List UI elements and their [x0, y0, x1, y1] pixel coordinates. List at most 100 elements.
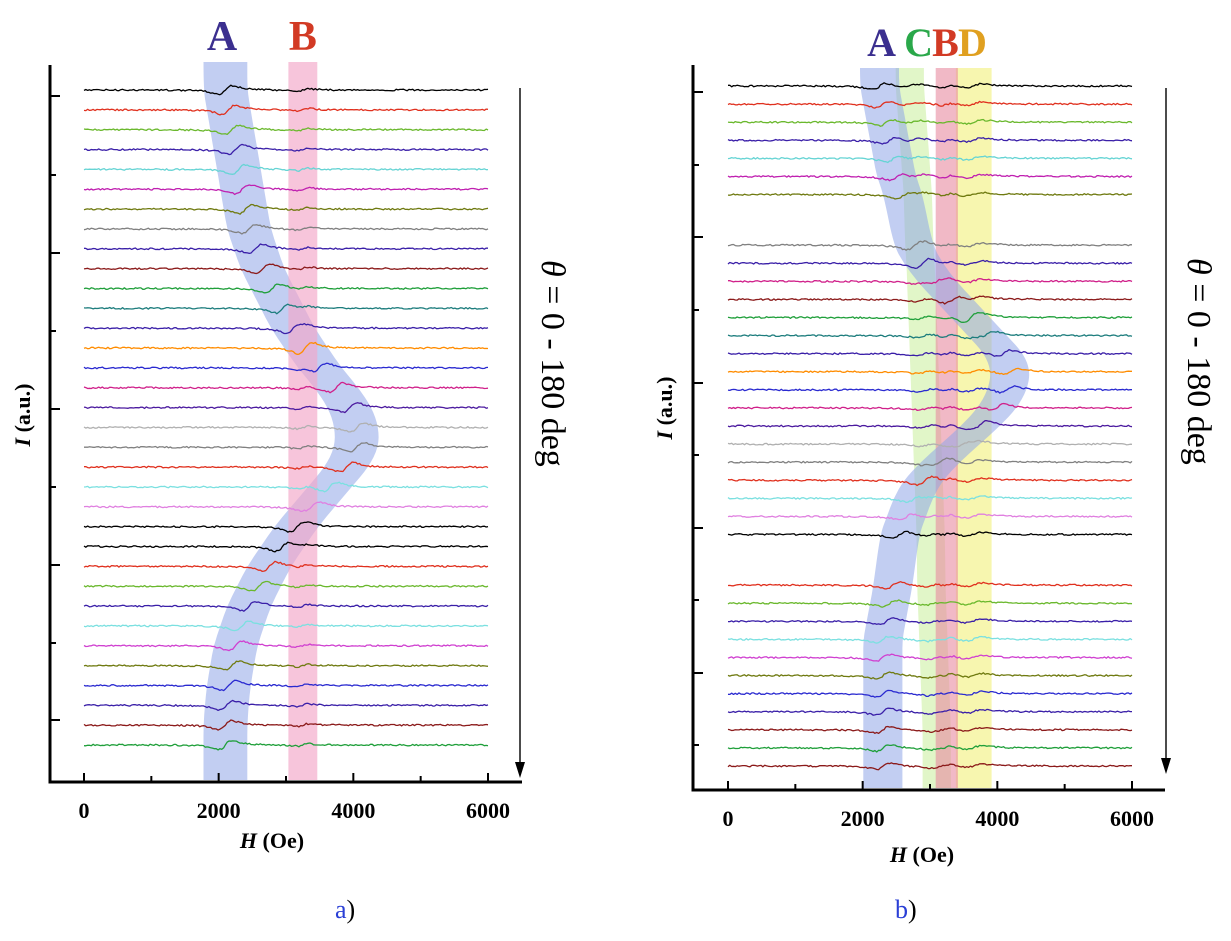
panel-a-y-axis-label: I (a.u.)	[10, 384, 35, 448]
trace-33	[83, 719, 489, 731]
trace-31	[727, 689, 1133, 698]
panel-b-y-axis-label: I (a.u.)	[652, 377, 677, 441]
trace-17	[83, 402, 489, 414]
panel-a-x-ticks: 0 2000 4000 6000	[79, 773, 510, 823]
x-tick-label: 4000	[331, 798, 375, 823]
trace-25	[83, 560, 489, 572]
trace-14	[83, 341, 489, 355]
panel-a-caption: a)	[335, 895, 355, 924]
trace-18	[727, 420, 1133, 431]
x-tick-label: 0	[79, 798, 90, 823]
band-label-b: B	[289, 14, 317, 60]
trace-34	[727, 744, 1133, 753]
panel-b-axes	[691, 65, 1165, 792]
trace-11	[727, 295, 1133, 305]
trace-21	[727, 475, 1133, 487]
trace-35	[727, 762, 1132, 771]
trace-19	[84, 442, 489, 453]
x-tick-label: 4000	[975, 806, 1019, 831]
panel-b-angle-annotation: θ = 0 - 180 deg	[1180, 258, 1217, 465]
trace-4	[83, 143, 489, 156]
panel-a-angle-annotation: θ = 0 - 180 deg	[534, 260, 571, 467]
panel-b-traces	[727, 82, 1133, 771]
trace-13	[727, 330, 1133, 340]
band-label-b: B	[932, 20, 959, 65]
trace-6	[83, 184, 489, 196]
panel-b-caption: b)	[895, 895, 917, 924]
trace-33	[727, 725, 1133, 735]
panel-a-bands	[203, 62, 379, 780]
band-a	[860, 68, 1030, 788]
trace-1	[83, 84, 489, 96]
trace-29	[83, 640, 489, 652]
panel-b-x-ticks: 0 2000 4000 6000	[723, 781, 1154, 831]
trace-30	[83, 660, 489, 671]
panel-a-axes	[48, 65, 522, 784]
trace-6	[727, 173, 1133, 182]
trace-26	[727, 599, 1133, 608]
trace-26	[83, 580, 489, 592]
trace-9	[83, 243, 489, 255]
trace-9	[727, 257, 1133, 270]
trace-18	[83, 422, 489, 433]
band-label-c: C	[904, 20, 933, 65]
trace-29	[727, 653, 1133, 662]
x-tick-label: 0	[723, 806, 734, 831]
band-a	[203, 62, 379, 780]
trace-3	[727, 118, 1133, 127]
trace-3	[83, 124, 489, 136]
trace-1	[728, 82, 1133, 90]
trace-10	[83, 263, 489, 275]
x-tick-label: 2000	[197, 798, 241, 823]
trace-22	[727, 495, 1133, 504]
trace-12	[727, 311, 1133, 323]
trace-20	[83, 461, 489, 473]
panel-a-x-axis-label: H (Oe)	[239, 828, 304, 853]
x-tick-label: 2000	[841, 806, 885, 831]
band-label-a: A	[867, 20, 896, 65]
trace-5	[727, 155, 1133, 164]
trace-2	[83, 104, 489, 116]
trace-32	[83, 699, 489, 712]
trace-32	[727, 707, 1132, 716]
panel-b-angle-arrow-head	[1161, 758, 1171, 774]
trace-24	[727, 530, 1133, 539]
trace-23	[83, 521, 489, 533]
trace-28	[727, 635, 1133, 644]
trace-23	[727, 513, 1133, 521]
x-tick-label: 6000	[466, 798, 510, 823]
trace-14	[727, 348, 1133, 357]
trace-31	[83, 679, 489, 692]
trace-7	[727, 191, 1133, 200]
trace-24	[83, 541, 489, 553]
trace-27	[728, 617, 1133, 626]
panel-a-traces	[83, 84, 489, 751]
trace-16	[83, 381, 489, 394]
trace-27	[83, 601, 489, 612]
trace-12	[83, 303, 489, 315]
trace-21	[83, 481, 489, 493]
trace-8	[83, 224, 489, 235]
trace-10	[727, 277, 1133, 285]
trace-11	[83, 283, 489, 294]
trace-20	[727, 457, 1133, 467]
trace-15	[727, 367, 1132, 376]
panel-a-angle-arrow-head	[515, 762, 525, 778]
trace-4	[727, 136, 1133, 145]
trace-13	[83, 322, 489, 335]
trace-22	[83, 501, 489, 513]
trace-16	[727, 385, 1133, 394]
x-tick-label: 6000	[1110, 806, 1154, 831]
trace-15	[83, 362, 489, 373]
band-b	[288, 62, 318, 780]
trace-7	[83, 203, 489, 215]
panel-b-x-axis-label: H (Oe)	[889, 842, 954, 867]
trace-25	[727, 581, 1133, 590]
trace-28	[83, 620, 489, 632]
trace-17	[727, 402, 1133, 411]
trace-5	[83, 163, 489, 175]
